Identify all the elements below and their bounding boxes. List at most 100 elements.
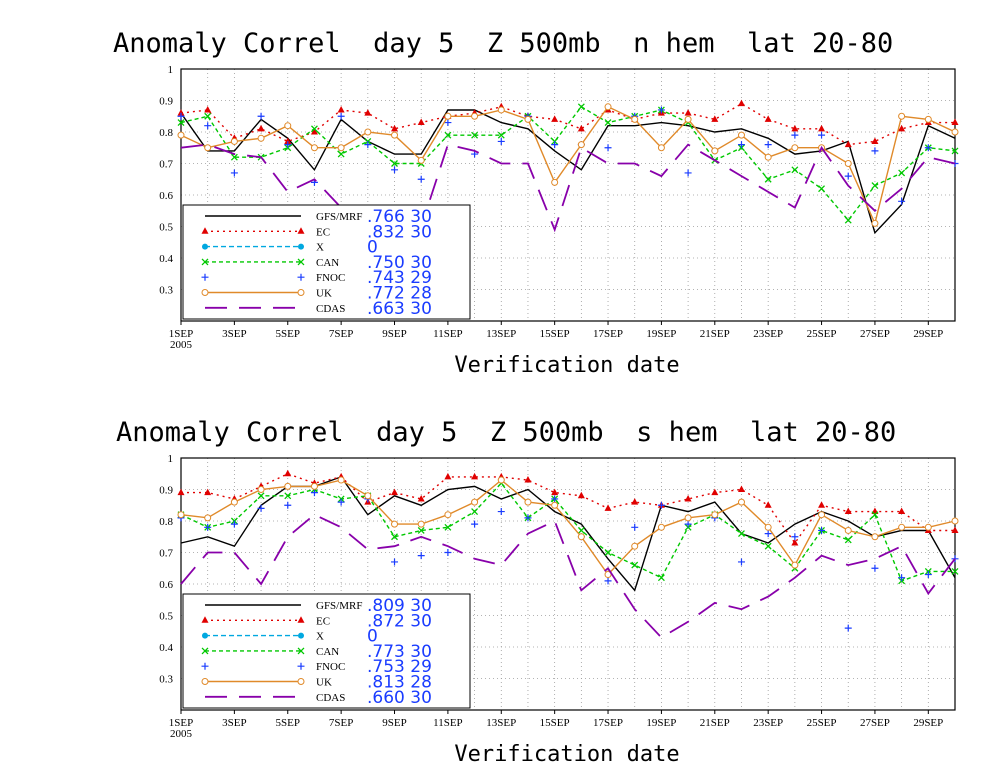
y-tick-label: 0.3 (159, 285, 173, 297)
data-point (204, 112, 212, 120)
legend-name: CDAS (316, 692, 345, 704)
data-point (657, 106, 665, 114)
x-tick-label: 21SEP (700, 328, 730, 340)
data-point (497, 131, 505, 139)
y-tick-label: 0.4 (159, 253, 173, 265)
data-point (310, 489, 318, 497)
data-point (631, 523, 639, 531)
legend-marker (297, 678, 305, 685)
legend-stat: .753 29 (367, 657, 432, 677)
x-tick-label: 29SEP (913, 328, 943, 340)
x-tick-label: 17SEP (593, 717, 623, 729)
legend-marker (297, 227, 305, 234)
data-point (631, 561, 639, 569)
data-point (257, 112, 265, 120)
data-point (631, 498, 639, 505)
data-point (844, 507, 852, 515)
x-tick-label: 23SEP (753, 717, 783, 729)
legend-name: CAN (316, 257, 339, 269)
data-point (764, 153, 772, 161)
data-point (177, 112, 185, 120)
data-point (951, 147, 959, 155)
data-point (711, 147, 719, 155)
data-point (657, 574, 665, 582)
x-tick-label: 9SEP (382, 328, 406, 340)
data-point (871, 564, 879, 572)
legend-stat: .743 29 (367, 268, 432, 288)
x-tick-label: 27SEP (860, 717, 890, 729)
data-point (524, 476, 532, 483)
data-point (364, 141, 372, 149)
data-point (818, 511, 826, 519)
data-point (711, 511, 719, 519)
data-point (791, 533, 799, 541)
data-point (631, 115, 639, 123)
x-tick-label: 19SEP (646, 328, 676, 340)
data-point (898, 197, 906, 205)
data-point (310, 128, 318, 135)
data-point (177, 131, 185, 139)
data-point (204, 523, 212, 531)
data-point (871, 219, 879, 227)
data-point (577, 533, 585, 541)
legend-marker (298, 243, 304, 250)
x-tick-label: 1SEP (169, 717, 193, 729)
legend-marker (201, 616, 209, 623)
data-point (684, 115, 692, 123)
series-line (180, 105, 956, 226)
data-point (230, 498, 238, 506)
x-axis-label: Verification date (454, 742, 679, 767)
legend-marker (201, 647, 209, 655)
data-point (844, 526, 852, 534)
y-tick-label: 0.9 (159, 96, 173, 108)
data-point (337, 112, 345, 120)
data-point (871, 182, 879, 190)
data-point (604, 577, 612, 585)
legend-marker (201, 258, 209, 266)
data-point (497, 508, 505, 516)
legend-marker (202, 632, 208, 639)
data-point (310, 482, 318, 490)
x-tick-label: 3SEP (222, 328, 246, 340)
legend-marker (202, 243, 208, 250)
data-point (898, 112, 906, 120)
data-point (898, 124, 906, 132)
data-point (791, 539, 799, 546)
x-axis-label: Verification date (454, 353, 679, 378)
data-point (577, 141, 585, 149)
data-point (844, 216, 852, 224)
x-tick-label: 27SEP (860, 328, 890, 340)
data-point (844, 140, 852, 148)
data-point (818, 185, 826, 193)
data-point (737, 498, 745, 506)
data-point (764, 530, 772, 538)
legend-stat: .809 30 (367, 596, 432, 616)
data-point (257, 486, 265, 493)
x-tick-label: 5SEP (276, 717, 300, 729)
data-point (257, 134, 265, 142)
data-point (871, 511, 879, 519)
data-point (444, 131, 452, 139)
legend-box (182, 204, 471, 320)
data-point (204, 488, 212, 496)
legend-marker (201, 678, 209, 685)
series-can (177, 479, 959, 585)
data-point (444, 119, 452, 127)
y-tick-label: 1 (168, 64, 174, 76)
data-point (177, 488, 185, 496)
data-point (951, 118, 959, 126)
data-point (764, 523, 772, 531)
data-point (738, 530, 745, 538)
data-point (924, 115, 932, 123)
legend-marker (297, 258, 305, 266)
data-point (551, 115, 559, 122)
data-point (737, 485, 745, 492)
data-point (391, 160, 398, 167)
legend-marker (297, 616, 305, 623)
y-tick-label: 0.5 (159, 222, 173, 234)
y-tick-label: 1 (168, 453, 174, 465)
legend-stat: .750 30 (367, 253, 432, 273)
data-point (898, 523, 906, 531)
data-point (791, 561, 799, 569)
